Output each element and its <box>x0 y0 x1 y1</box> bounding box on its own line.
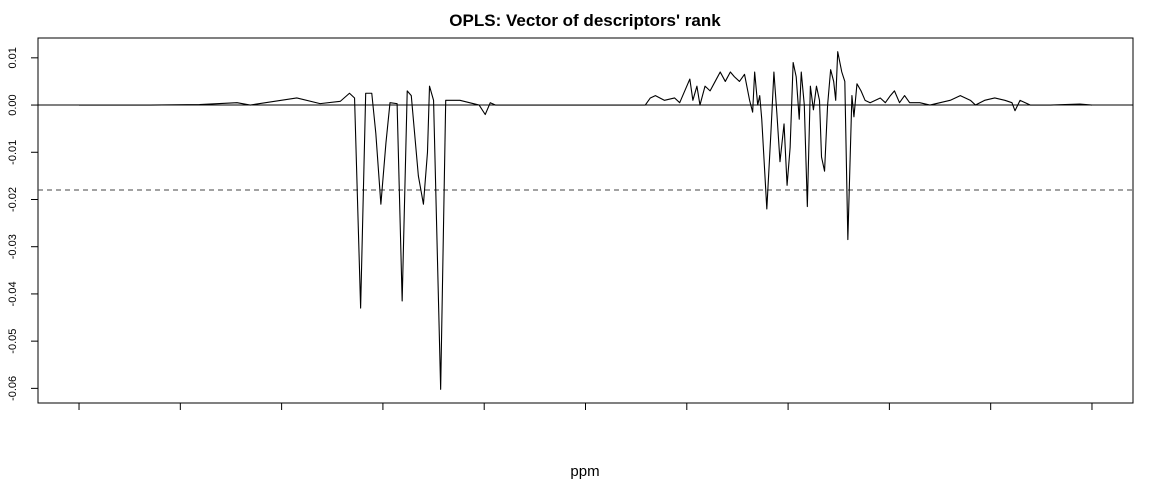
plot-box <box>37 37 1134 404</box>
y-tick-label: 0.00 <box>7 94 19 115</box>
x-axis-label: ppm <box>570 463 599 480</box>
y-tick-label: -0.02 <box>7 187 19 212</box>
y-tick-label: -0.05 <box>7 329 19 354</box>
y-tick-label: -0.03 <box>7 234 19 259</box>
y-tick-label: -0.06 <box>7 376 19 401</box>
y-tick-label: -0.04 <box>7 281 19 306</box>
data-line <box>79 51 1093 390</box>
y-tick-label: -0.01 <box>7 140 19 165</box>
y-tick-label: 0.01 <box>7 47 19 68</box>
chart-title: OPLS: Vector of descriptors' rank <box>449 11 721 30</box>
